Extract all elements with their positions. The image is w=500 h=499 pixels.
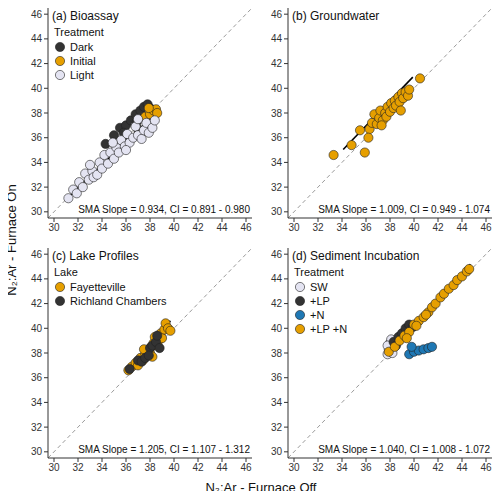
svg-text:34: 34 xyxy=(271,157,283,168)
svg-text:44: 44 xyxy=(216,462,228,473)
svg-text:42: 42 xyxy=(192,462,204,473)
svg-text:38: 38 xyxy=(271,348,283,359)
svg-text:34: 34 xyxy=(336,462,348,473)
html-text:Light: Light xyxy=(70,69,94,81)
svg-text:46: 46 xyxy=(480,462,492,473)
svg-text:32: 32 xyxy=(72,222,84,233)
html-text:+LP: +LP xyxy=(310,295,330,307)
html-text:+N: +N xyxy=(310,309,325,321)
svg-text:42: 42 xyxy=(31,298,43,309)
svg-text:36: 36 xyxy=(271,372,283,383)
svg-text:42: 42 xyxy=(31,58,43,69)
svg-text:34: 34 xyxy=(31,157,43,168)
svg-text:42: 42 xyxy=(271,58,283,69)
svg-text:36: 36 xyxy=(120,462,132,473)
svg-text:44: 44 xyxy=(216,222,228,233)
svg-text:30: 30 xyxy=(288,222,300,233)
svg-text:46: 46 xyxy=(271,249,283,260)
html-text:Initial: Initial xyxy=(70,55,96,67)
svg-text:34: 34 xyxy=(271,397,283,408)
svg-text:40: 40 xyxy=(408,462,420,473)
svg-text:38: 38 xyxy=(384,222,396,233)
svg-text:30: 30 xyxy=(288,462,300,473)
svg-text:32: 32 xyxy=(271,422,283,433)
html-text:Treatment: Treatment xyxy=(294,266,344,278)
html-text:(d) Sediment Incubation: (d) Sediment Incubation xyxy=(292,249,420,263)
svg-text:32: 32 xyxy=(312,462,324,473)
svg-text:34: 34 xyxy=(31,397,43,408)
svg-text:36: 36 xyxy=(360,222,372,233)
html-text:Treatment: Treatment xyxy=(54,26,104,38)
html-text:Richland Chambers: Richland Chambers xyxy=(70,295,167,307)
html-text:+LP +N: +LP +N xyxy=(310,323,348,335)
svg-text:44: 44 xyxy=(31,33,43,44)
svg-text:30: 30 xyxy=(48,222,60,233)
svg-text:38: 38 xyxy=(31,348,43,359)
svg-text:36: 36 xyxy=(120,222,132,233)
html-text:Dark: Dark xyxy=(70,41,94,53)
svg-text:44: 44 xyxy=(271,33,283,44)
svg-text:30: 30 xyxy=(271,206,283,217)
svg-text:42: 42 xyxy=(271,298,283,309)
svg-text:40: 40 xyxy=(168,222,180,233)
svg-text:40: 40 xyxy=(31,83,43,94)
svg-text:36: 36 xyxy=(31,372,43,383)
svg-text:34: 34 xyxy=(96,222,108,233)
svg-text:46: 46 xyxy=(480,222,492,233)
svg-text:36: 36 xyxy=(31,132,43,143)
svg-text:42: 42 xyxy=(432,222,444,233)
svg-text:34: 34 xyxy=(96,462,108,473)
svg-text:46: 46 xyxy=(31,9,43,20)
svg-text:46: 46 xyxy=(240,462,252,473)
svg-text:40: 40 xyxy=(271,83,283,94)
svg-text:32: 32 xyxy=(271,182,283,193)
html-text:SMA Slope = 1.040, CI = 1.008: SMA Slope = 1.040, CI = 1.008 - 1.072 xyxy=(318,444,490,455)
html-text:(a) Bioassay: (a) Bioassay xyxy=(52,9,119,23)
svg-text:46: 46 xyxy=(240,222,252,233)
svg-text:44: 44 xyxy=(456,462,468,473)
svg-text:44: 44 xyxy=(31,273,43,284)
html-text:N₂:Ar - Furnace Off: N₂:Ar - Furnace Off xyxy=(205,480,317,495)
svg-text:40: 40 xyxy=(168,462,180,473)
svg-text:46: 46 xyxy=(271,9,283,20)
svg-text:38: 38 xyxy=(144,462,156,473)
svg-text:42: 42 xyxy=(192,222,204,233)
html-text:SMA Slope = 0.934, CI = 0.891: SMA Slope = 0.934, CI = 0.891 - 0.980 xyxy=(78,204,250,215)
svg-text:42: 42 xyxy=(432,462,444,473)
svg-text:32: 32 xyxy=(31,422,43,433)
svg-text:38: 38 xyxy=(271,108,283,119)
svg-text:32: 32 xyxy=(72,462,84,473)
svg-text:38: 38 xyxy=(144,222,156,233)
html-text:(b) Groundwater: (b) Groundwater xyxy=(292,9,380,23)
html-text:Lake: Lake xyxy=(54,266,78,278)
html-text:SW: SW xyxy=(310,281,328,293)
svg-text:36: 36 xyxy=(271,132,283,143)
svg-text:30: 30 xyxy=(48,462,60,473)
svg-text:30: 30 xyxy=(31,206,43,217)
svg-text:40: 40 xyxy=(271,323,283,334)
svg-text:46: 46 xyxy=(31,249,43,260)
svg-text:38: 38 xyxy=(31,108,43,119)
svg-text:30: 30 xyxy=(31,446,43,457)
svg-text:30: 30 xyxy=(271,446,283,457)
svg-text:44: 44 xyxy=(271,273,283,284)
svg-text:38: 38 xyxy=(384,462,396,473)
svg-text:34: 34 xyxy=(336,222,348,233)
svg-text:32: 32 xyxy=(312,222,324,233)
svg-text:40: 40 xyxy=(408,222,420,233)
html-text:SMA Slope = 1.009, CI = 0.949: SMA Slope = 1.009, CI = 0.949 - 1.074 xyxy=(318,204,490,215)
html-text:SMA Slope = 1.205, CI = 1.107: SMA Slope = 1.205, CI = 1.107 - 1.312 xyxy=(78,444,250,455)
html-text:N₂:Ar - Furnace On: N₂:Ar - Furnace On xyxy=(3,184,19,296)
svg-text:44: 44 xyxy=(456,222,468,233)
html-text:Fayetteville: Fayetteville xyxy=(70,281,126,293)
svg-text:40: 40 xyxy=(31,323,43,334)
svg-text:36: 36 xyxy=(360,462,372,473)
svg-text:32: 32 xyxy=(31,182,43,193)
html-text:(c) Lake Profiles: (c) Lake Profiles xyxy=(52,249,139,263)
